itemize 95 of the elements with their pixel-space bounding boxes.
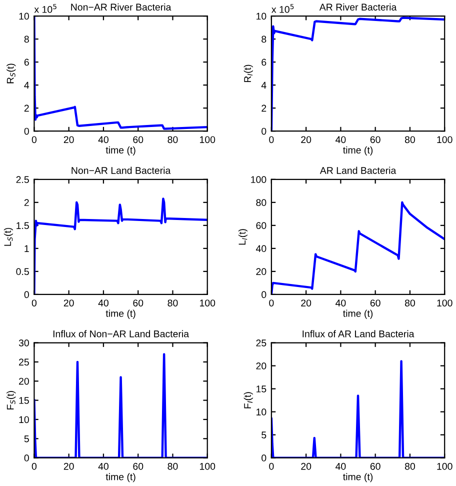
x-tick-label: 80: [404, 136, 415, 144]
y-tick-label: 2: [262, 104, 266, 112]
x-tick-label: 0: [269, 462, 274, 470]
y-tick-label: 2.5: [16, 176, 29, 184]
chart-title: Influx of AR Land Bacteria: [302, 330, 414, 338]
x-tick-label: 60: [370, 300, 380, 306]
y-tick-label: 30: [18, 340, 29, 346]
y-tick-label: 2: [24, 104, 29, 112]
y-tick-label: 25: [256, 340, 266, 346]
y-tick-label: 60: [256, 222, 266, 230]
x-tick-label: 0: [269, 300, 274, 306]
x-tick-label: 60: [133, 300, 144, 306]
y-tick-label: 0: [24, 291, 29, 298]
y-tick-label: 6: [24, 58, 29, 66]
chart-title: Non−AR River Bacteria: [71, 3, 172, 11]
y-tick-label: 15: [19, 397, 29, 404]
x-tick-label: 40: [336, 300, 346, 306]
x-tick-label: 20: [64, 136, 74, 144]
chart-title: Influx of Non−AR Land Bacteria: [53, 330, 190, 338]
x-tick-label: 100: [437, 462, 452, 470]
y-tick-label: 5: [24, 435, 29, 442]
x-tick-label: 60: [133, 462, 144, 470]
x-tick-label: 80: [404, 462, 415, 470]
text: x 10$^{5}$: [272, 4, 294, 13]
x-axis-title: time (t): [106, 473, 136, 482]
x-tick-label: 20: [64, 300, 74, 306]
x-axis-title: time (t): [343, 146, 373, 156]
x-tick-label: 0: [32, 462, 37, 470]
x-tick-label: 100: [200, 462, 216, 470]
y-tick-label: 0.5: [16, 268, 29, 276]
y-tick-label: 20: [256, 362, 266, 370]
y-axis-title: F$_{I}$(t): [244, 392, 253, 408]
y-tick-label: 20: [256, 268, 266, 276]
x-tick-label: 0: [269, 136, 274, 144]
line-series: [34, 16, 208, 130]
y-axis-title: L$_{S}$(t): [4, 228, 13, 246]
y-tick-label: 80: [256, 199, 266, 206]
x-tick-label: 0: [32, 136, 37, 144]
x-tick-label: 60: [370, 136, 380, 144]
x-tick-label: 40: [98, 462, 108, 470]
x-tick-label: 40: [336, 462, 346, 470]
x-tick-label: 100: [200, 136, 216, 144]
y-axis-title: R$_{S}$(t): [6, 64, 16, 84]
y-tick-label: 100: [251, 176, 266, 184]
y-tick-label: 0: [262, 128, 266, 135]
x-tick-label: 60: [370, 462, 380, 470]
x-tick-label: 80: [404, 300, 415, 306]
x-tick-label: 40: [336, 136, 346, 144]
y-tick-label: 0: [24, 128, 29, 135]
y-tick-label: 10: [19, 12, 29, 20]
x-tick-label: 80: [168, 462, 178, 470]
y-tick-label: 0: [262, 454, 266, 462]
chart-title: Non−AR Land Bacteria: [72, 166, 171, 174]
y-tick-label: 0: [24, 454, 29, 462]
y-tick-label: 15: [256, 386, 266, 392]
y-tick-label: 10: [256, 408, 266, 416]
x-tick-label: 80: [168, 136, 178, 144]
y-tick-label: 8: [24, 36, 29, 43]
x-tick-label: 40: [98, 300, 108, 306]
y-axis-title: L$_{I}$(t): [238, 229, 248, 245]
x-tick-label: 100: [437, 136, 452, 144]
x-axis-title: time (t): [106, 146, 136, 156]
y-tick-label: 20: [19, 378, 29, 385]
x-tick-label: 80: [168, 300, 178, 306]
chart-title: AR Land Bacteria: [320, 166, 396, 174]
x-axis-title: time (t): [106, 310, 136, 319]
line-series: [271, 16, 445, 132]
y-tick-label: 4: [261, 82, 266, 89]
y-tick-label: 1.5: [16, 222, 29, 230]
y-tick-label: 8: [262, 36, 266, 43]
x-tick-label: 40: [98, 136, 108, 144]
y-tick-label: 0: [262, 291, 266, 298]
x-axis-title: time (t): [343, 473, 373, 482]
y-tick-label: 40: [256, 245, 266, 252]
x-tick-label: 20: [301, 462, 312, 470]
y-tick-label: 10: [256, 12, 266, 20]
y-axis-title: F$_{S}$(t): [6, 391, 16, 410]
y-tick-label: 4: [24, 82, 30, 89]
x-tick-label: 60: [133, 136, 144, 144]
y-tick-label: 2: [24, 199, 29, 206]
chart-title: AR River Bacteria: [319, 3, 397, 11]
x-tick-label: 20: [64, 462, 74, 470]
x-tick-label: 0: [32, 300, 37, 306]
y-axis-title: R$_{I}$(t): [244, 64, 253, 82]
y-tick-label: 5: [262, 432, 266, 438]
x-tick-label: 100: [200, 300, 216, 306]
y-tick-label: 1: [24, 245, 29, 252]
y-tick-label: 25: [19, 358, 29, 366]
x-tick-label: 20: [301, 136, 312, 144]
x-axis-title: time (t): [343, 310, 373, 319]
x-tick-label: 100: [437, 300, 452, 306]
y-tick-label: 6: [262, 58, 266, 66]
text: x 10$^{5}$: [34, 4, 56, 13]
x-tick-label: 20: [301, 300, 312, 306]
y-tick-label: 10: [19, 416, 29, 424]
